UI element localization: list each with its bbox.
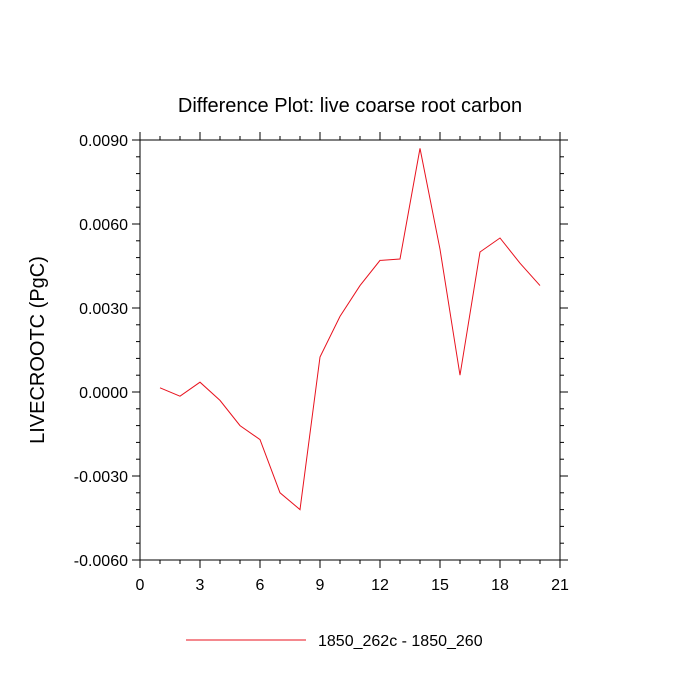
legend: 1850_262c - 1850_260	[186, 633, 483, 650]
y-tick-label: -0.0060	[74, 553, 128, 570]
x-tick-label: 6	[256, 577, 265, 594]
y-tick-label: 0.0000	[79, 385, 128, 402]
x-tick-label: 12	[371, 577, 389, 594]
chart-title: Difference Plot: live coarse root carbon	[178, 95, 522, 117]
x-tick-label: 21	[551, 577, 569, 594]
y-tick-label: 0.0060	[79, 217, 128, 234]
series-line-0	[159, 148, 541, 511]
axis-ticks	[132, 132, 568, 568]
plot-frame	[139, 139, 561, 561]
series-group	[159, 148, 541, 511]
axis-tick-labels: 0 3 6 9 12 15 18 21 -0.0060 -0.0030 0.0000 0.0030 0.…	[74, 133, 569, 594]
x-tick-label: 9	[316, 577, 325, 594]
legend-label: 1850_262c - 1850_260	[318, 633, 483, 650]
y-tick-label: -0.0030	[74, 469, 128, 486]
x-tick-label: 18	[491, 577, 509, 594]
x-tick-label: 0	[136, 577, 145, 594]
y-tick-label: 0.0030	[79, 301, 128, 318]
y-axis-label: LIVECROOTC (PgC)	[27, 256, 49, 444]
x-tick-label: 3	[196, 577, 205, 594]
x-tick-label: 15	[431, 577, 449, 594]
y-tick-label: 0.0090	[79, 133, 128, 150]
